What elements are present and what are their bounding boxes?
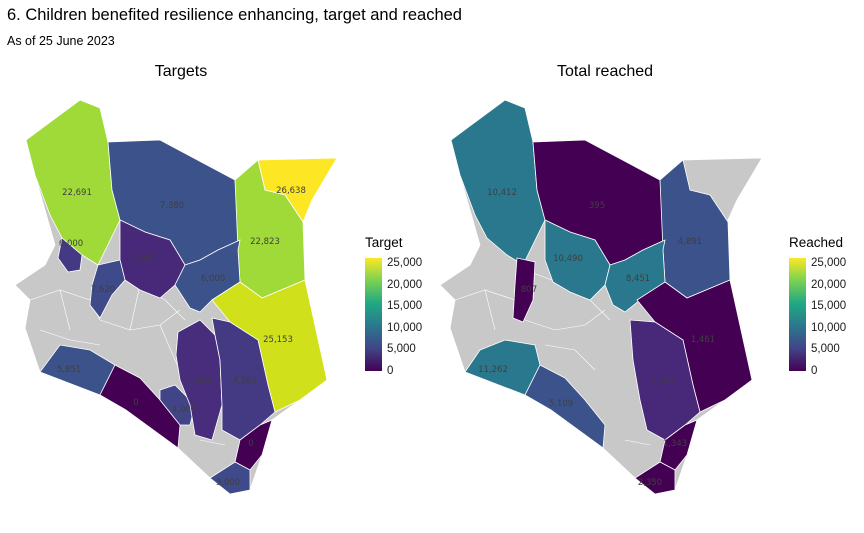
- target-label-marsabit: 7,380: [160, 201, 184, 211]
- legend-colorbar-target: [365, 258, 382, 371]
- reached-label-turkana: 10,412: [487, 188, 517, 198]
- targets-map: 22,691 7,380 26,638 6,000 4,585 22,823 7…: [14, 99, 338, 495]
- target-label-wajir: 22,823: [250, 237, 280, 247]
- reached-label-samburu: 10,490: [553, 254, 583, 264]
- reached-label-wajir: 4,891: [678, 237, 702, 247]
- target-label-kajiado: 0: [133, 398, 138, 408]
- target-label-mandera: 26,638: [276, 186, 306, 196]
- target-county-kitui: [175, 319, 223, 441]
- target-label-samburu: 4,585: [130, 254, 154, 264]
- target-label-baringo: 7,620: [91, 285, 115, 295]
- target-label-kilifi: 0: [248, 439, 253, 449]
- target-county-makueni: [159, 384, 196, 426]
- target-label-kitui: 4,000: [188, 376, 212, 386]
- legend-title-reached: Reached: [789, 235, 844, 250]
- target-label-westpokot: 6,000: [59, 239, 83, 249]
- chart-title: 6. Children benefited resilience enhanci…: [7, 6, 462, 24]
- target-label-turkana: 22,691: [62, 188, 92, 198]
- reached-label-kwale: 2,350: [638, 478, 662, 488]
- legend-tick: 25,000: [811, 257, 847, 269]
- target-county-turkana: [25, 99, 121, 266]
- reached-county-kajiado: [524, 364, 606, 449]
- legend-title-target: Target: [365, 235, 403, 250]
- legend-tick: 5,000: [811, 343, 840, 355]
- target-label-garissa: 25,153: [263, 335, 293, 345]
- legend-tick: 5,000: [387, 343, 416, 355]
- panel-title-targets: Targets: [154, 63, 208, 80]
- legend-tick: 10,000: [811, 322, 847, 334]
- chart-subtitle: As of 25 June 2023: [7, 34, 115, 48]
- legend-tick: 15,000: [811, 300, 847, 312]
- reached-label-isiolo: 8,451: [626, 274, 650, 284]
- legend-colorbar-reached: [789, 258, 806, 371]
- legend-tick: 10,000: [387, 322, 423, 334]
- target-county-westpokot: [57, 237, 83, 273]
- target-label-tanariver: 4,583: [233, 376, 257, 386]
- reached-county-kwale: [634, 461, 676, 495]
- target-label-makueni: 4,000: [172, 405, 196, 415]
- target-label-narok: 5,851: [57, 365, 81, 375]
- reached-label-narok: 11,262: [478, 365, 508, 375]
- reached-label-tanariver: 3,769: [650, 377, 674, 387]
- reached-label-garissa: 1,461: [691, 335, 715, 345]
- legend-tick: 20,000: [811, 279, 847, 291]
- target-county-narok: [39, 344, 116, 396]
- reached-county-turkana: [450, 99, 546, 266]
- reached-label-kajiado: 5,109: [549, 399, 573, 409]
- reached-label-westpokot: 807: [521, 285, 537, 295]
- panel-title-reached: Total reached: [556, 63, 654, 80]
- legend-tick: 20,000: [387, 279, 423, 291]
- target-label-kwale: 3,000: [216, 478, 240, 488]
- target-label-isiolo: 6,000: [201, 274, 225, 284]
- reached-county-samburu: [544, 219, 611, 301]
- reached-label-marsabit: 395: [589, 201, 605, 211]
- legend-tick: 25,000: [387, 257, 423, 269]
- legend-tick: 15,000: [387, 300, 423, 312]
- reached-map: 10,412 395 10,490 807 8,451 4,891 11,262…: [439, 99, 763, 495]
- target-county-kwale: [209, 461, 251, 495]
- legend-tick: 0: [811, 365, 818, 377]
- target-county-baringo: [89, 259, 126, 319]
- legend-tick: 0: [387, 365, 394, 377]
- reached-label-kilifi: 1,343: [663, 439, 687, 449]
- reached-county-westpokot: [512, 257, 536, 323]
